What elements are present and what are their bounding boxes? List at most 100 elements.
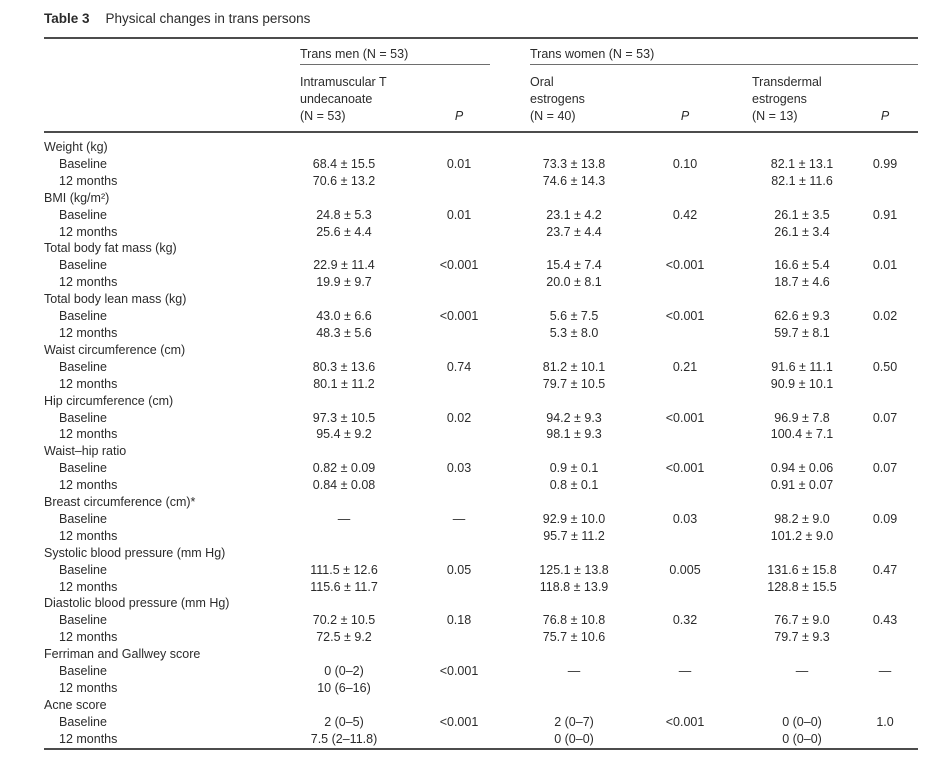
row-label: Baseline	[59, 664, 107, 679]
p-value-cell: 0.01	[446, 156, 472, 171]
p-value-cell	[388, 579, 530, 596]
data-row: Baseline 2 (0–5) <0.001 2 (0–7) <0.001 0 (0–0…	[44, 714, 918, 731]
stub-cell	[44, 38, 300, 65]
p-value-cell: 0.03	[446, 461, 472, 476]
value-cell: 82.1 ± 11.6	[771, 173, 833, 188]
value-cell: 128.8 ± 15.5	[767, 579, 837, 594]
value-cell: 26.1 ± 3.4	[774, 224, 830, 239]
stub-cell	[44, 65, 300, 133]
empty-cell	[300, 132, 388, 156]
p-value-cell	[618, 731, 752, 749]
empty-cell	[752, 291, 852, 308]
data-row: 12 months 70.6 ± 13.2 74.6 ± 14.3 82.1 ± 11…	[44, 173, 918, 190]
empty-cell	[852, 646, 918, 663]
value-cell: 0 (0–0)	[554, 731, 594, 746]
empty-cell	[530, 342, 618, 359]
section-label: BMI (kg/m²)	[44, 190, 110, 205]
p-value-cell	[852, 426, 918, 443]
data-row: Baseline 22.9 ± 11.4 <0.001 15.4 ± 7.4 <0.00…	[44, 257, 918, 274]
value-cell: 73.3 ± 13.8	[542, 156, 606, 171]
value-cell: 82.1 ± 13.1	[770, 156, 834, 171]
p-value-cell: 0.91	[872, 207, 898, 222]
empty-cell	[388, 697, 530, 714]
value-cell: 43.0 ± 6.6	[316, 309, 372, 324]
p-value-cell: 0.01	[446, 207, 472, 222]
empty-cell	[618, 132, 752, 156]
group-header-row: Trans men (N = 53) Trans women (N = 53)	[44, 38, 919, 65]
value-cell: 72.5 ± 9.2	[316, 630, 372, 645]
p-value-cell	[852, 477, 918, 494]
row-label: Baseline	[59, 258, 107, 273]
p-value-cell	[852, 376, 918, 393]
empty-cell	[388, 291, 530, 308]
empty-cell	[388, 494, 530, 511]
section-row: Ferriman and Gallwey score	[44, 646, 918, 663]
p-value-cell: 0.32	[672, 613, 698, 628]
empty-cell	[530, 697, 618, 714]
table-caption: Table 3 Physical changes in trans persons	[44, 10, 918, 28]
empty-cell	[300, 595, 388, 612]
p-value-cell: <0.001	[665, 714, 705, 729]
p-value-cell: <0.001	[439, 258, 479, 273]
empty-cell	[752, 132, 852, 156]
data-row: Baseline — — 92.9 ± 10.0 0.03 98.2 ± 9.0 0.09	[44, 511, 918, 528]
data-row: 12 months 7.5 (2–11.8) 0 (0–0) 0 (0–0)	[44, 731, 918, 749]
p-value-cell: 0.74	[446, 359, 472, 374]
empty-cell	[752, 443, 852, 460]
value-cell	[530, 680, 618, 697]
value-cell: 20.0 ± 8.1	[546, 275, 602, 290]
p-value-cell: 1.0	[876, 714, 894, 729]
empty-cell	[530, 291, 618, 308]
row-label: 12 months	[59, 478, 118, 493]
empty-cell	[300, 545, 388, 562]
value-cell: 26.1 ± 3.5	[774, 207, 830, 222]
section-row: Total body lean mass (kg)	[44, 291, 918, 308]
empty-cell	[530, 443, 618, 460]
data-row: Baseline 0 (0–2) <0.001 — — — —	[44, 663, 918, 680]
empty-cell	[852, 342, 918, 359]
data-row: 12 months 95.4 ± 9.2 98.1 ± 9.3 100.4 ± 7.1	[44, 426, 918, 443]
col-header-intramuscular-t: Intramuscular T undecanoate (N = 53)	[300, 65, 388, 133]
empty-cell	[852, 545, 918, 562]
p-value-cell	[618, 680, 752, 697]
value-cell: 0 (0–0)	[782, 714, 822, 729]
row-label: 12 months	[59, 325, 118, 340]
empty-cell	[618, 646, 752, 663]
row-label: 12 months	[59, 630, 118, 645]
p-value-cell	[618, 629, 752, 646]
empty-cell	[530, 595, 618, 612]
row-label: 12 months	[59, 173, 118, 188]
empty-cell	[388, 595, 530, 612]
value-cell: 75.7 ± 10.6	[542, 630, 606, 645]
empty-cell	[852, 291, 918, 308]
empty-cell	[852, 494, 918, 511]
value-cell: 2 (0–7)	[554, 714, 594, 729]
p-value-cell: 0.07	[872, 410, 898, 425]
empty-cell	[300, 291, 388, 308]
section-row: Acne score	[44, 697, 918, 714]
p-value-cell	[618, 477, 752, 494]
section-row: Waist circumference (cm)	[44, 342, 918, 359]
value-cell: 90.9 ± 10.1	[770, 376, 834, 391]
p-value-cell	[852, 274, 918, 291]
empty-cell	[530, 646, 618, 663]
value-cell: 2 (0–5)	[324, 714, 364, 729]
value-cell: 22.9 ± 11.4	[313, 258, 375, 273]
p-value-cell: —	[678, 664, 692, 679]
value-cell: 111.5 ± 12.6	[310, 562, 378, 577]
table-header: Trans men (N = 53) Trans women (N = 53) …	[44, 38, 919, 133]
row-label: Baseline	[59, 207, 107, 222]
p-value-cell	[618, 426, 752, 443]
empty-cell	[752, 494, 852, 511]
empty-cell	[530, 393, 618, 410]
section-label: Total body lean mass (kg)	[44, 292, 187, 307]
column-header-row: Intramuscular T undecanoate (N = 53) P O…	[44, 65, 919, 133]
empty-cell	[852, 393, 918, 410]
p-value-cell	[618, 173, 752, 190]
value-cell: 79.7 ± 9.3	[774, 630, 830, 645]
col-header-oral-estrogens: Oral estrogens (N = 40)	[530, 65, 619, 133]
empty-cell	[752, 646, 852, 663]
empty-cell	[852, 595, 918, 612]
value-cell: 62.6 ± 9.3	[774, 309, 830, 324]
section-row: BMI (kg/m²)	[44, 190, 918, 207]
